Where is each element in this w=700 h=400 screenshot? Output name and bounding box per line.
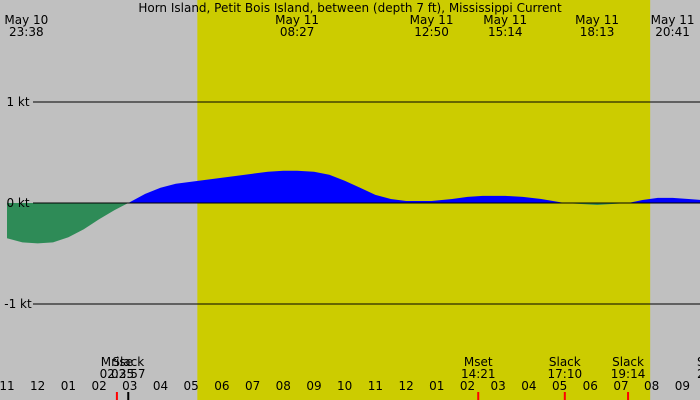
event-marker [115,392,118,400]
hour-tick-label: 05 [552,379,567,393]
flood-current-area [7,170,700,203]
event-marker [627,392,630,400]
top-event-date: May 11 [575,13,619,27]
top-event-time: 20:41 [655,25,690,39]
hour-tick-label: 08 [276,379,291,393]
top-event-time: 08:27 [280,25,315,39]
top-event-date: May 11 [275,13,319,27]
top-event-date: May 10 [4,13,48,27]
hour-tick-label: 01 [61,379,76,393]
hour-tick-label: 09 [306,379,321,393]
top-event-date: May 11 [410,13,454,27]
bottom-event-label: S [697,355,700,369]
hour-tick-label: 12 [30,379,45,393]
event-marker [127,392,130,400]
hour-tick-label: 11 [368,379,383,393]
hour-tick-label: 02 [460,379,475,393]
top-event-time: 15:14 [488,25,523,39]
hour-tick-label: 05 [184,379,199,393]
top-event-time: 12:50 [414,25,449,39]
hour-tick-label: 07 [245,379,260,393]
gridline-group [33,101,700,305]
hour-tick-label: 02 [91,379,106,393]
bottom-event-time: 2 [697,367,700,381]
y-tick-label: 0 kt [6,196,29,210]
hour-tick-label: 09 [675,379,690,393]
event-marker [477,392,480,400]
bottom-event-label: Slack [549,355,581,369]
bottom-event-label: Mrise [101,355,133,369]
bottom-event-labels: Mrise02:35Slack02:57Mset14:21Slack17:10S… [100,355,700,400]
y-tick-label: -1 kt [4,297,32,311]
current-area-group [7,170,700,244]
event-marker [563,392,566,400]
bottom-event-time: 19:14 [611,367,646,381]
bottom-event-time: 02:57 [111,367,146,381]
chart-title: Horn Island, Petit Bois Island, between … [138,1,562,15]
bottom-event-time: 14:21 [461,367,496,381]
hour-tick-label: 01 [429,379,444,393]
hour-tick-label: 06 [214,379,229,393]
bottom-event-label: Slack [612,355,644,369]
y-tick-label: 1 kt [6,95,29,109]
hour-tick-labels: 11 12 01 02 03 04 05 06 07 08 09 10 11 12 01 02 03 04 05 06… [0,379,690,393]
hour-tick-label: 10 [337,379,352,393]
top-event-date: May 11 [651,13,695,27]
hour-tick-label: 07 [613,379,628,393]
hour-tick-label: 03 [122,379,137,393]
bottom-event-time: 17:10 [548,367,583,381]
hour-tick-label: 11 [0,379,15,393]
top-event-time: 18:13 [580,25,615,39]
hour-tick-label: 04 [521,379,536,393]
y-axis-labels: 1 kt 0 kt -1 kt [4,95,32,311]
hour-tick-label: 08 [644,379,659,393]
bottom-event-time: 02:35 [100,367,135,381]
ebb-current-area [7,203,700,244]
hour-tick-label: 06 [583,379,598,393]
hour-tick-label: 12 [398,379,413,393]
hour-tick-label: 04 [153,379,168,393]
bottom-event-label: Slack [112,355,144,369]
top-event-time: 23:38 [9,25,44,39]
top-event-date: May 11 [483,13,527,27]
bottom-event-label: Mset [464,355,493,369]
hour-tick-label: 03 [491,379,506,393]
